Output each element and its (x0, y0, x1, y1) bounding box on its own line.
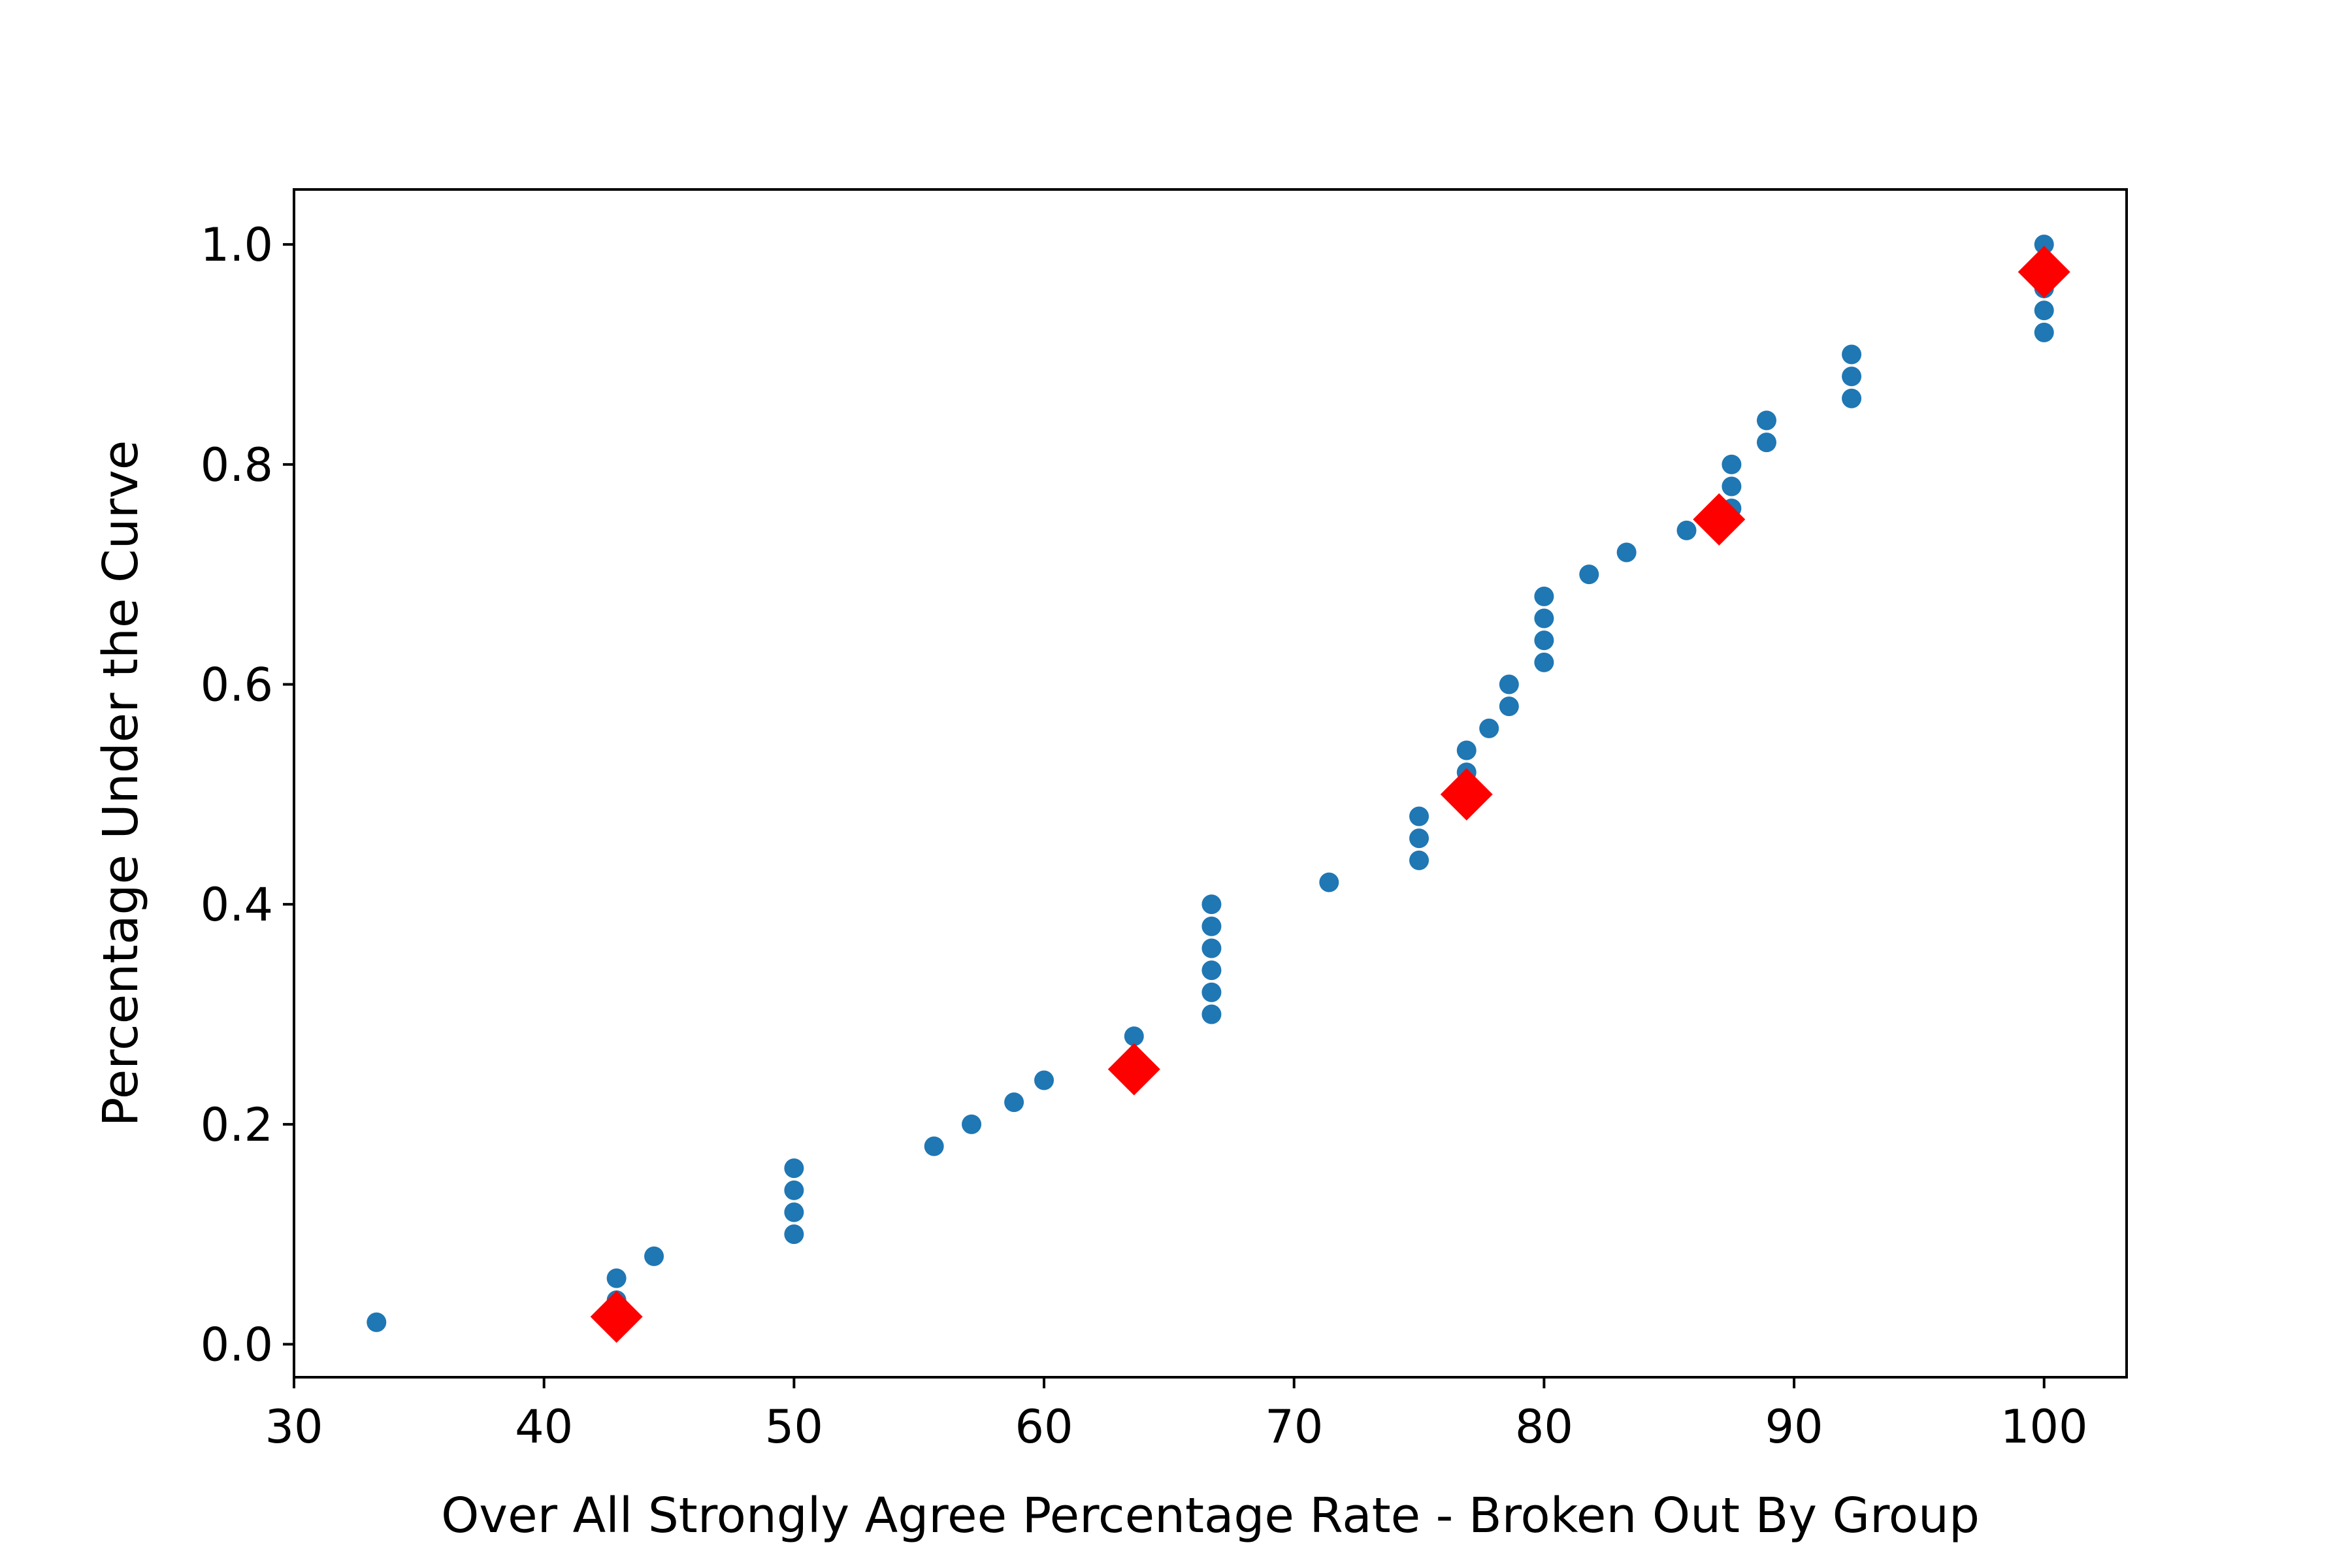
series-1 (367, 235, 2054, 1332)
y-tick-label: 0.8 (201, 438, 273, 492)
scatter-point (1722, 476, 1742, 497)
scatter-point (2034, 301, 2054, 321)
scatter-point (1534, 586, 1554, 606)
scatter-point (1409, 828, 1429, 849)
scatter-point (1201, 960, 1222, 981)
scatter-point (1201, 982, 1222, 1002)
diamond-point (590, 1290, 643, 1343)
scatter-point (1319, 872, 1339, 892)
scatter-point (1456, 740, 1477, 760)
scatter-point (1756, 433, 1776, 453)
x-tick-label: 90 (1765, 1400, 1823, 1454)
x-axis-label: Over All Strongly Agree Percentage Rate … (441, 1488, 1980, 1544)
x-tick-label: 80 (1515, 1400, 1573, 1454)
plot-frame (293, 188, 2128, 1379)
y-tick-label: 1.0 (201, 218, 273, 272)
scatter-point (367, 1312, 387, 1332)
scatter-point (962, 1114, 982, 1134)
scatter-point (1409, 850, 1429, 870)
scatter-point (1842, 344, 1862, 365)
y-tick-label: 0.2 (201, 1098, 273, 1152)
scatter-point (1201, 916, 1222, 936)
scatter-point (1201, 938, 1222, 958)
x-tick-label: 50 (765, 1400, 823, 1454)
scatter-point (1722, 454, 1742, 474)
x-tick-label: 100 (2001, 1400, 2088, 1454)
plot-marks (367, 235, 2070, 1343)
scatter-point (1499, 696, 1519, 717)
x-tick-label: 60 (1015, 1400, 1073, 1454)
y-tick-label: 0.0 (201, 1318, 273, 1372)
x-tick-label: 70 (1265, 1400, 1323, 1454)
scatter-point (1534, 608, 1554, 629)
scatter-point (1676, 520, 1697, 540)
diamond-point (1107, 1043, 1160, 1096)
scatter-point (1616, 542, 1637, 563)
y-tick-label: 0.4 (201, 878, 273, 932)
scatter-point (784, 1180, 804, 1200)
y-tick-label: 0.6 (201, 659, 273, 712)
scatter-point (1842, 388, 1862, 408)
scatter-point (924, 1136, 944, 1156)
scatter-point (1842, 367, 1862, 387)
scatter-point (1534, 630, 1554, 651)
scatter-point (1201, 1004, 1222, 1024)
scatter-point (1004, 1092, 1024, 1113)
scatter-point (1034, 1070, 1054, 1090)
axes-group: 30 40 50 60 70 80 90 100 0.0 0.2 0.4 0.6 0.8 1.0 (201, 218, 2088, 1454)
scatter-point (1534, 652, 1554, 672)
x-tick-label: 30 (265, 1400, 323, 1454)
scatter-point (1756, 410, 1776, 431)
diamond-point (1440, 768, 1493, 821)
scatter-point (784, 1224, 804, 1245)
scatter-point (784, 1202, 804, 1222)
series-2 (590, 246, 2070, 1343)
scatter-point (1124, 1026, 1144, 1047)
scatter-point (644, 1246, 664, 1266)
scatter-point (1201, 894, 1222, 915)
y-axis-label: Percentage Under the Curve (93, 440, 149, 1127)
scatter-point (2034, 322, 2054, 342)
scatter-point (606, 1268, 627, 1288)
scatter-point (1409, 806, 1429, 826)
scatter-point (1579, 564, 1599, 585)
scatter-point (1479, 718, 1499, 738)
diamond-point (2017, 246, 2070, 299)
x-tick-label: 40 (515, 1400, 573, 1454)
diamond-point (1693, 493, 1746, 546)
scatter-point (784, 1158, 804, 1179)
scatter-point (1499, 674, 1519, 694)
scatter-point (2034, 235, 2054, 255)
